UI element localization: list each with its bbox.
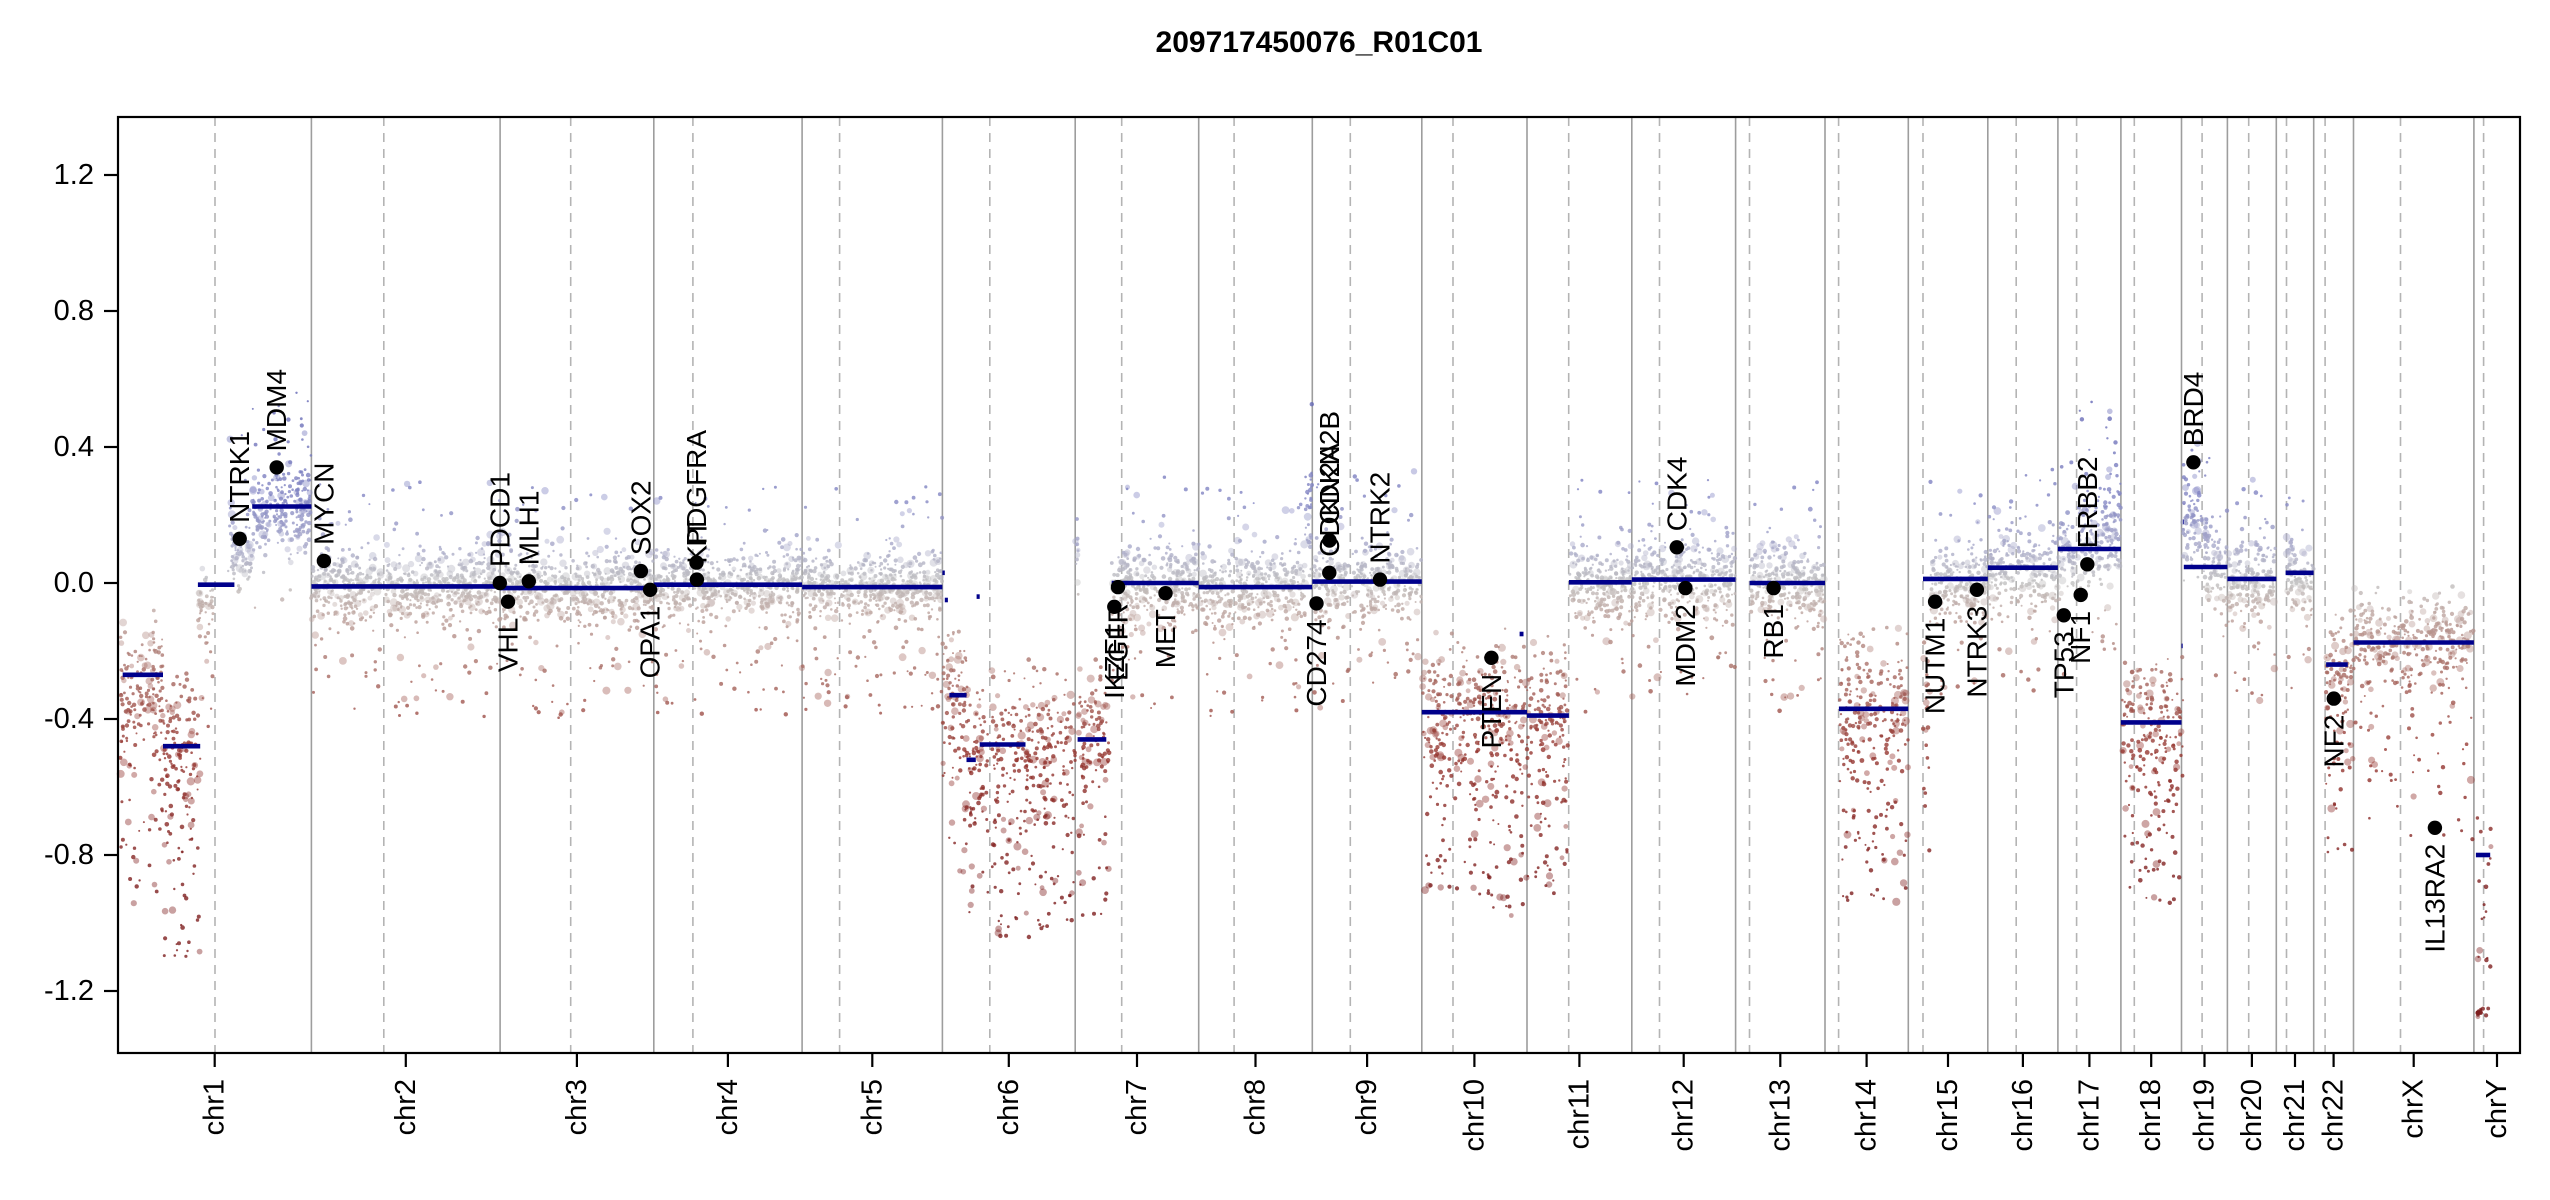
plot-axes: -1.2 -0.8 -0.4 0.0 0.4 0.8 1.2 chr1 chr2 chr3 chr4… (44, 115, 2522, 1152)
gene-label-IL13RA2: IL13RA2 (2419, 844, 2450, 953)
x-tick-label-chrY: chrY (2481, 1079, 2513, 1139)
probe-scatter-points (116, 391, 2494, 1020)
gene-label-CDK4: CDK4 (1661, 457, 1692, 532)
gene-label-NTRK3: NTRK3 (1961, 606, 1992, 698)
gene-dot-NTRK3 (1969, 582, 1985, 597)
gene-label-NUTM1: NUTM1 (1920, 618, 1951, 714)
gene-dot-MLH1 (521, 574, 536, 589)
gene-label-NTRK2: NTRK2 (1365, 472, 1396, 564)
y-tick-label: 0.0 (54, 567, 94, 599)
x-tick-label-chr9: chr9 (1351, 1079, 1383, 1135)
x-tick-label-chr2: chr2 (390, 1079, 422, 1135)
gene-dot-VHL (500, 594, 516, 609)
gene-dot-CDKN2A (1322, 565, 1337, 580)
gene-dot-CDKN2B (1322, 533, 1337, 548)
x-tick-label-chr13: chr13 (1764, 1079, 1796, 1152)
gene-label-NF2: NF2 (2318, 715, 2349, 768)
gene-dot-EGFR (1110, 579, 1126, 595)
gene-dot-BRD4 (2186, 455, 2201, 470)
gene-label-NF1: NF1 (2065, 611, 2096, 664)
gene-label-NTRK1: NTRK1 (224, 431, 255, 523)
gene-dot-NF2 (2326, 691, 2341, 706)
gene-dot-RB1 (1766, 580, 1781, 596)
gene-dot-PTEN (1484, 650, 1499, 665)
x-tick-label-chr14: chr14 (1851, 1079, 1883, 1152)
gene-dot-MET (1158, 586, 1173, 601)
gene-label-MLH1: MLH1 (513, 491, 544, 566)
gene-dot-MDM4 (269, 460, 284, 475)
gene-dot-NF1 (2073, 587, 2088, 603)
gene-dot-MDM2 (1678, 580, 1693, 596)
gene-label-IKZF1: IKZF1 (1099, 623, 1130, 699)
gene-label-KIT: KIT (681, 520, 712, 564)
chart-title: 209717450076_R01C01 (1156, 26, 1483, 59)
gene-dot-NTRK2 (1372, 572, 1388, 587)
gene-label-SOX2: SOX2 (625, 480, 656, 555)
y-tick-label: -1.2 (44, 975, 94, 1007)
x-tick-label-chr7: chr7 (1121, 1079, 1153, 1135)
y-tick-label: -0.4 (44, 703, 94, 735)
gene-dot-KIT (689, 572, 705, 587)
x-tick-label-chr3: chr3 (561, 1079, 593, 1135)
gene-dot-IL13RA2 (2427, 820, 2443, 835)
gene-label-MET: MET (1150, 609, 1181, 668)
y-tick-label: 1.2 (54, 159, 94, 191)
x-tick-label-chr11: chr11 (1563, 1079, 1595, 1149)
x-tick-label-chr17: chr17 (2073, 1079, 2105, 1152)
gene-dot-ERBB2 (2080, 557, 2095, 572)
gene-dot-PDCD1 (492, 575, 507, 591)
gene-label-TP53: TP53 (2048, 631, 2079, 698)
y-tick-label: 0.8 (54, 295, 94, 327)
gene-label-PDGFRA: PDGFRA (681, 430, 712, 547)
gene-label-PTEN: PTEN (1476, 674, 1507, 749)
x-tick-label-chr10: chr10 (1458, 1079, 1490, 1152)
x-tick-label-chr19: chr19 (2189, 1079, 2221, 1152)
x-tick-label-chr5: chr5 (856, 1079, 888, 1135)
gene-dot-SOX2 (633, 563, 649, 579)
x-tick-label-chr15: chr15 (1932, 1079, 1964, 1152)
gene-dot-NUTM1 (1927, 594, 1943, 609)
gene-dot-PDGFRA (689, 555, 704, 570)
y-tick-label: 0.4 (54, 431, 94, 463)
gene-dot-CD274 (1309, 596, 1324, 611)
x-tick-label-chr12: chr12 (1668, 1079, 1700, 1152)
x-tick-label-chr16: chr16 (2007, 1079, 2039, 1152)
gene-dot-NTRK1 (232, 531, 247, 546)
x-tick-label-chr6: chr6 (993, 1079, 1025, 1135)
x-tick-label-chrX: chrX (2398, 1079, 2430, 1139)
gene-label-VHL: VHL (493, 618, 524, 672)
gene-label-MYCN: MYCN (308, 462, 339, 544)
y-tick-label: -0.8 (44, 839, 94, 871)
gene-label-RB1: RB1 (1758, 604, 1789, 658)
gene-label-EGFR: EGFR (1103, 603, 1134, 681)
x-tick-label-chr8: chr8 (1240, 1079, 1272, 1135)
gene-label-MDM2: MDM2 (1670, 604, 1701, 686)
gene-dot-MYCN (316, 553, 332, 569)
gene-label-CD274: CD274 (1301, 619, 1332, 706)
gene-label-ERBB2: ERBB2 (2072, 456, 2103, 548)
gene-dot-IKZF1 (1107, 599, 1122, 614)
copy-number-segments (122, 504, 2491, 858)
gene-dot-CDK4 (1669, 540, 1685, 555)
gene-label-CDKN2B: CDKN2B (1314, 411, 1345, 525)
gene-dot-OPA1 (642, 582, 658, 597)
x-tick-label-chr18: chr18 (2135, 1079, 2167, 1152)
gene-label-BRD4: BRD4 (2178, 372, 2209, 447)
x-tick-label-chr22: chr22 (2318, 1079, 2350, 1152)
x-tick-label-chr21: chr21 (2279, 1079, 2311, 1152)
gene-dot-TP53 (2056, 608, 2071, 623)
gene-label-MDM4: MDM4 (261, 369, 292, 451)
gene-label-OPA1: OPA1 (635, 606, 666, 679)
x-tick-label-chr4: chr4 (712, 1079, 744, 1135)
x-tick-label-chr1: chr1 (199, 1079, 231, 1135)
x-tick-label-chr20: chr20 (2236, 1079, 2268, 1152)
gene-label-PDCD1: PDCD1 (484, 472, 515, 567)
